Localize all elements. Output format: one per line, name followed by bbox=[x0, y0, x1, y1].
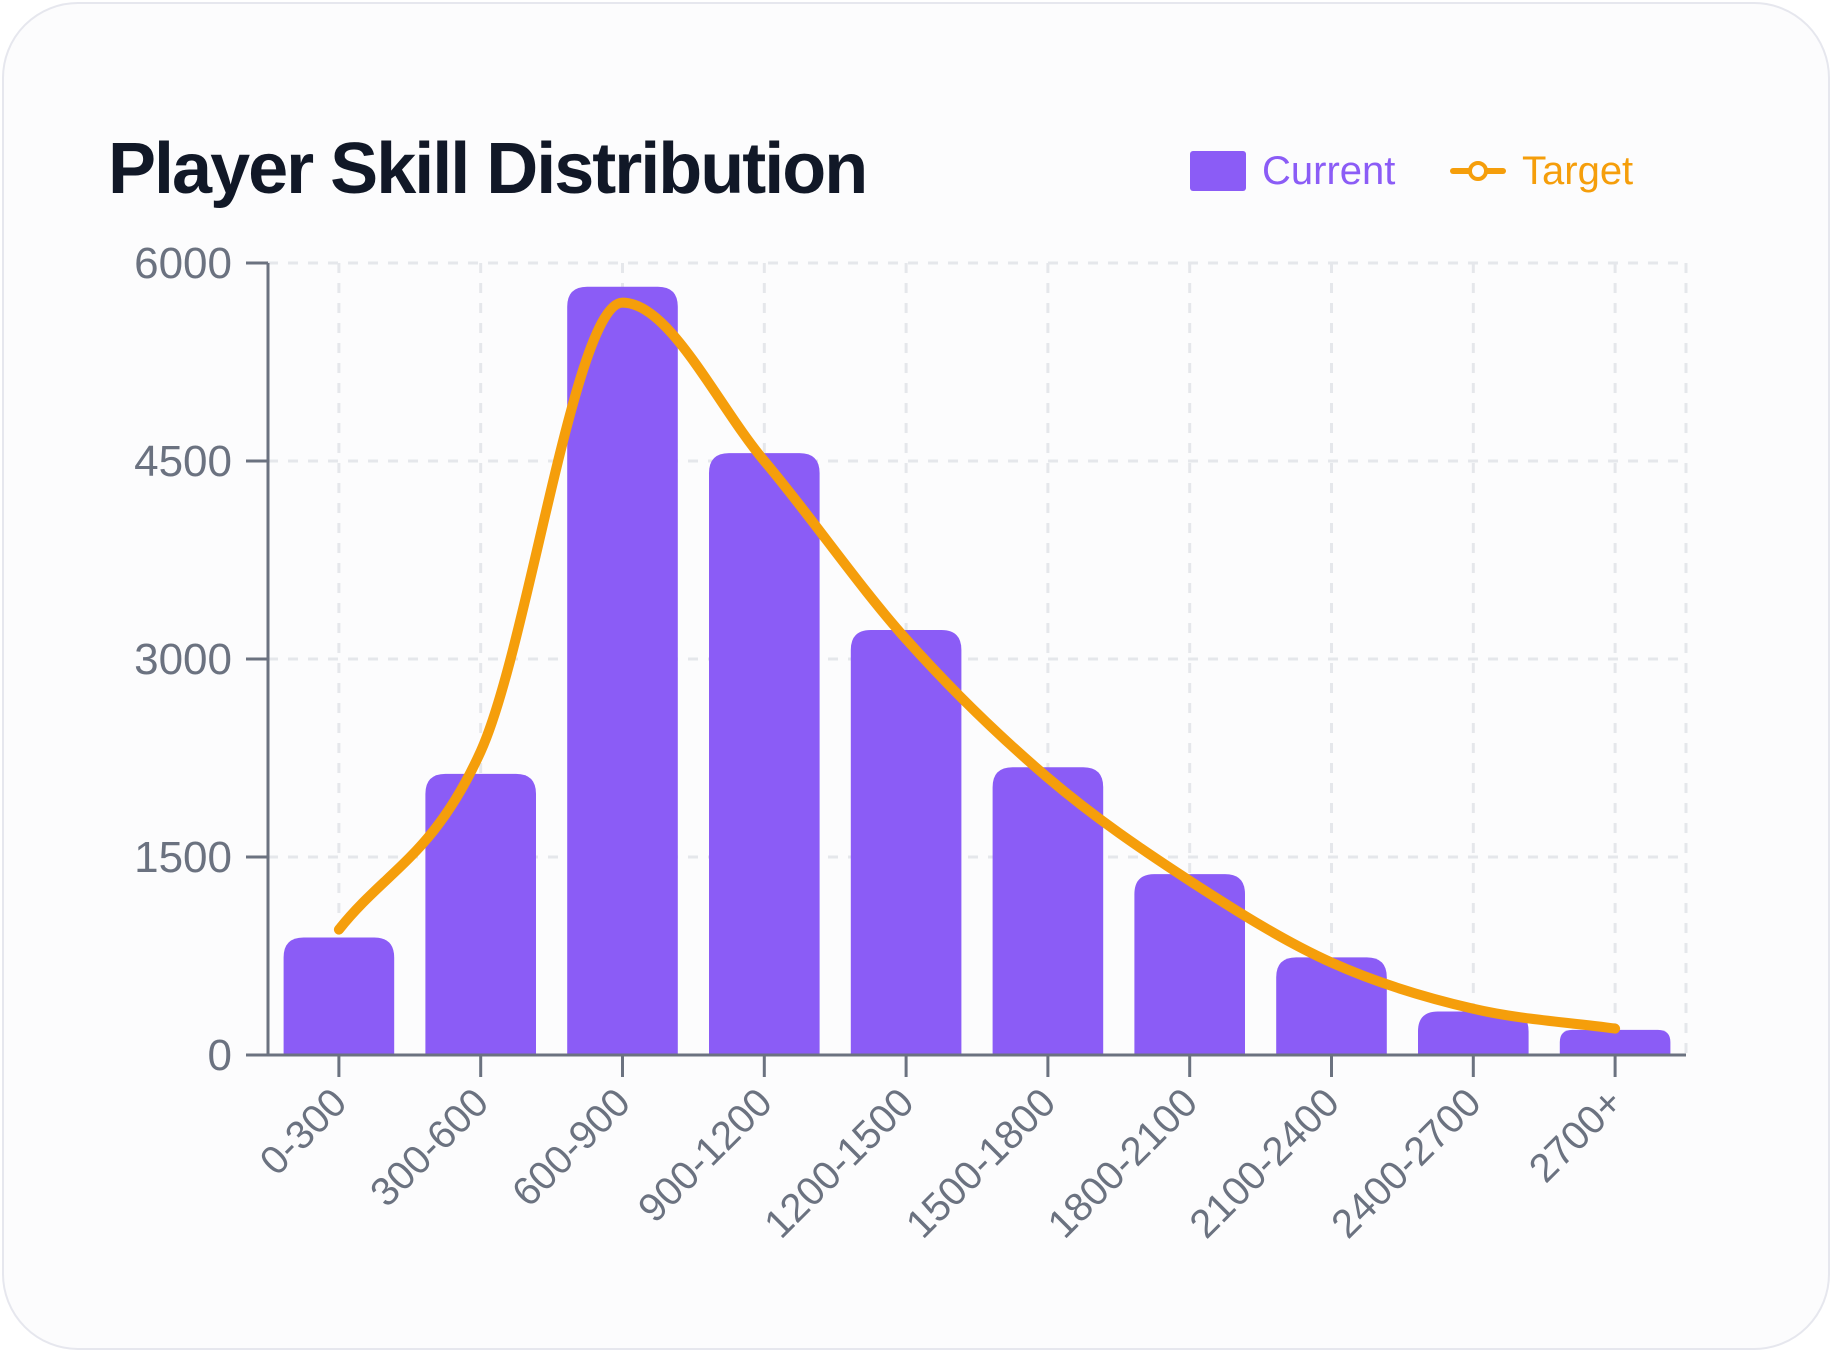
x-axis-ticks: 0-300 300-600 600-900900-12001200-15001500… bbox=[252, 1055, 1632, 1247]
legend-label-target: Target bbox=[1522, 148, 1634, 193]
bar-300-600[interactable] bbox=[425, 773, 537, 1055]
bars bbox=[283, 286, 1671, 1056]
y-tick-label: 1500 bbox=[134, 833, 232, 882]
x-tick-label: 600-900 bbox=[504, 1080, 639, 1215]
x-tick-label: 0-300 bbox=[252, 1080, 355, 1183]
bar-2700+[interactable] bbox=[1559, 1029, 1671, 1055]
x-tick-label: 300-600 bbox=[362, 1080, 497, 1215]
x-tick-label: 2700+ bbox=[1521, 1080, 1632, 1191]
legend-swatch-current bbox=[1190, 151, 1246, 191]
x-tick-label: 1800-2100 bbox=[1040, 1080, 1206, 1246]
legend-item-current[interactable]: Current bbox=[1190, 146, 1395, 196]
bar-1800-2100[interactable] bbox=[1134, 874, 1246, 1055]
bar-2100-2400[interactable] bbox=[1276, 957, 1387, 1055]
bar-900-1200[interactable] bbox=[708, 453, 820, 1056]
y-axis-ticks: 0 1500 3000 4500 6000 bbox=[134, 239, 268, 1080]
legend-label-current: Current bbox=[1262, 148, 1396, 193]
y-tick-label: 4500 bbox=[134, 437, 232, 486]
bar-0-300[interactable] bbox=[283, 937, 395, 1055]
chart-title: Player Skill Distribution bbox=[108, 129, 868, 209]
x-tick-label: 2400-2700 bbox=[1323, 1080, 1489, 1246]
target-line bbox=[333, 297, 1621, 1034]
bar-1200-1500[interactable] bbox=[850, 629, 962, 1055]
bar-600-900[interactable] bbox=[567, 286, 678, 1055]
x-tick-label: 900-1200 bbox=[630, 1080, 781, 1231]
legend-swatch-target bbox=[1450, 151, 1506, 191]
target-series-line[interactable] bbox=[333, 297, 1621, 1034]
bar-1500-1800[interactable] bbox=[992, 767, 1104, 1055]
x-tick-label: 2100-2400 bbox=[1181, 1080, 1347, 1246]
x-tick-label: 1200-1500 bbox=[756, 1080, 922, 1246]
y-tick-label: 3000 bbox=[134, 635, 232, 684]
bar-2400-2700[interactable] bbox=[1417, 1011, 1529, 1055]
y-tick-label: 6000 bbox=[134, 239, 232, 288]
x-tick-label: 1500-1800 bbox=[898, 1080, 1064, 1246]
y-tick-label: 0 bbox=[208, 1031, 232, 1080]
legend-item-target[interactable]: Target bbox=[1450, 146, 1633, 196]
